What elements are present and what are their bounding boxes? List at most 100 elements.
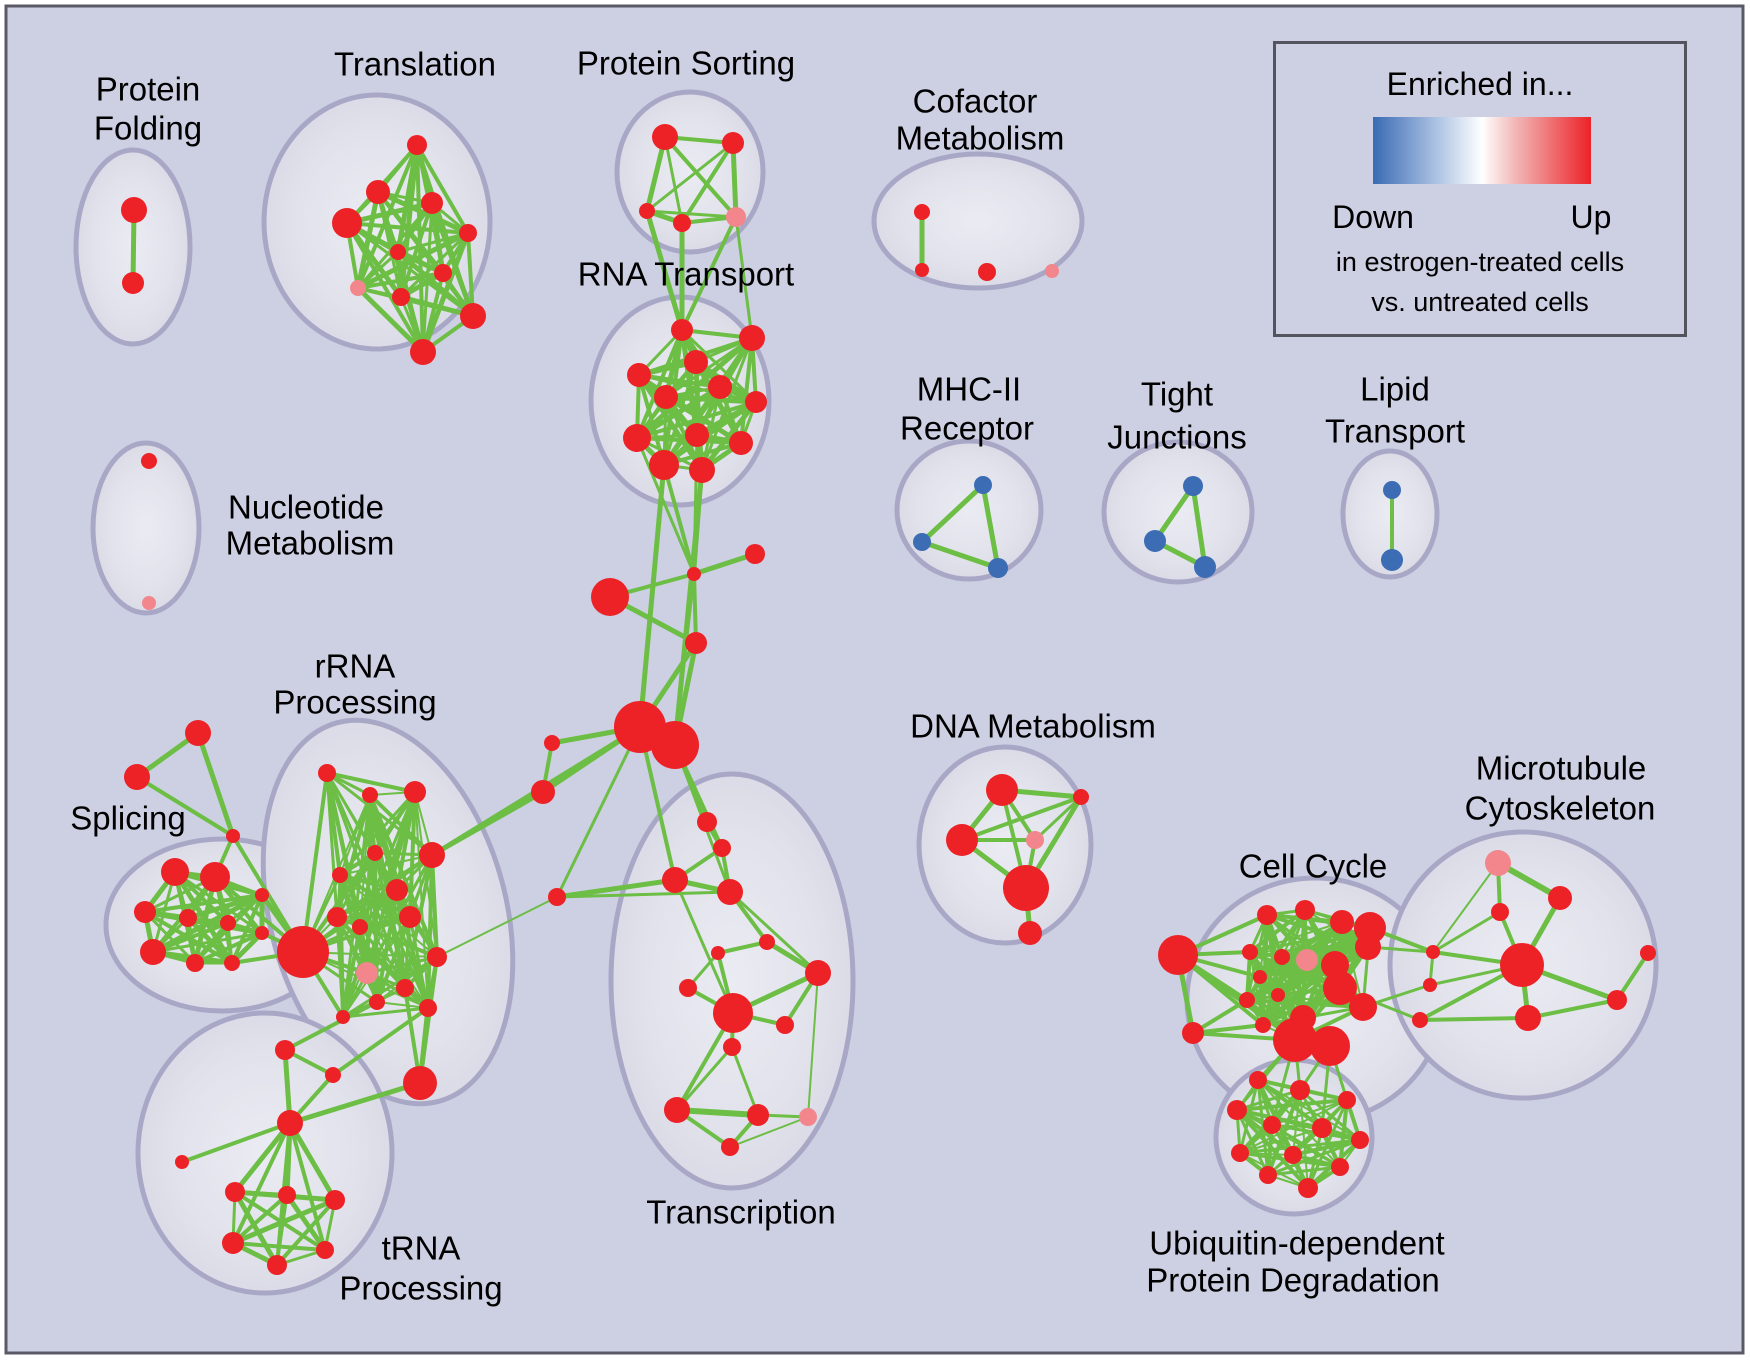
graph-edge [675, 1045, 734, 1112]
graph-node-r8 [623, 424, 651, 452]
graph-node-t10 [460, 303, 486, 329]
cluster-label: Receptor [900, 410, 1034, 447]
graph-node-t3 [421, 192, 443, 214]
graph-node-ps3 [639, 203, 655, 219]
graph-node-m3 [988, 558, 1008, 578]
graph-node-cc7 [1274, 949, 1290, 965]
graph-node-tx5 [548, 888, 566, 906]
graph-edge [1191, 1023, 1265, 1035]
legend-gradient-bar [1373, 117, 1591, 184]
graph-node-rr16 [419, 999, 437, 1017]
graph-edge [1248, 950, 1305, 1020]
graph-edge [356, 250, 400, 290]
cluster-label: Folding [94, 110, 202, 147]
graph-node-s1 [161, 858, 189, 886]
graph-edge [1266, 1138, 1362, 1177]
graph-edge [692, 572, 698, 645]
graph-edge [1033, 795, 1083, 842]
cluster-label: Processing [273, 684, 436, 721]
cluster-label: DNA Metabolism [910, 708, 1156, 745]
graph-node-cc10 [1355, 934, 1381, 960]
graph-edge [1526, 998, 1619, 1020]
graph-node-r12 [689, 457, 715, 483]
graph-node-tx10 [713, 993, 753, 1033]
graph-node-mt3 [1607, 990, 1627, 1010]
cluster-label: MHC-II [917, 371, 1021, 408]
graph-node-r2 [739, 325, 765, 351]
cluster-label: Ubiquitin-dependent [1149, 1225, 1444, 1262]
graph-edge [699, 399, 759, 473]
graph-edge [195, 730, 236, 839]
graph-edge [287, 1080, 423, 1126]
graph-node-s10 [255, 926, 269, 940]
graph-edge [728, 890, 820, 975]
graph-edge [1431, 910, 1502, 954]
graph-node-ub11 [1259, 1166, 1277, 1184]
graph-node-cc6 [1242, 944, 1258, 960]
graph-node-t8 [350, 280, 366, 296]
graph-node-tn4 [222, 1232, 244, 1254]
graph-node-tn5 [316, 1241, 334, 1259]
graph-edge [338, 790, 417, 877]
graph-edge [645, 209, 738, 219]
graph-node-s4 [179, 909, 197, 927]
graph-edge [1235, 1088, 1302, 1112]
cluster-label: Processing [339, 1270, 502, 1307]
graph-node-cc13 [1271, 988, 1285, 1002]
graph-node-ub2 [1290, 1080, 1310, 1100]
node-layer [121, 124, 1656, 1275]
graph-node-rr13 [396, 979, 414, 997]
graph-node-tj3 [1194, 556, 1216, 578]
graph-node-ub9 [1284, 1146, 1302, 1164]
graph-node-rr15 [336, 1010, 350, 1024]
graph-node-d5 [1003, 865, 1049, 911]
graph-node-l2 [1381, 549, 1403, 571]
graph-node-tx12 [723, 1038, 741, 1056]
graph-node-tn2 [278, 1186, 296, 1204]
legend-up-label: Up [1570, 199, 1612, 235]
graph-node-cn4 [685, 632, 707, 654]
graph-node-r4 [627, 363, 651, 387]
graph-node-cc3 [1295, 900, 1315, 920]
cluster-label: Cofactor [913, 83, 1038, 120]
graph-node-mcon1 [1426, 945, 1440, 959]
graph-edge [135, 775, 235, 838]
graph-node-d3 [946, 824, 978, 856]
graph-edge [341, 925, 362, 1019]
cluster-label: Cytoskeleton [1465, 790, 1656, 827]
graph-edge [635, 436, 696, 576]
graph-node-cc16 [1255, 1017, 1271, 1033]
graph-edge [960, 795, 1083, 842]
graph-node-r3 [684, 350, 708, 374]
graph-edge [716, 940, 769, 955]
graph-node-t5 [459, 224, 477, 242]
graph-node-rr5 [419, 842, 445, 868]
graph-edge [739, 336, 754, 445]
graph-node-tx14 [747, 1104, 769, 1126]
graph-node-ps2 [722, 132, 744, 154]
graph-node-t11 [410, 339, 436, 365]
graph-node-ps1 [652, 124, 678, 150]
graph-edge [734, 215, 754, 340]
graph-node-tx11 [776, 1016, 794, 1034]
graph-node-t4 [332, 208, 362, 238]
graph-node-ub12 [1298, 1178, 1318, 1198]
graph-node-r6 [654, 385, 678, 409]
graph-node-mcon2 [1423, 978, 1437, 992]
graph-edge [645, 141, 735, 213]
graph-edge [663, 394, 759, 405]
graph-edge [283, 1000, 379, 1052]
graph-node-mt1 [1548, 886, 1572, 910]
graph-edge [231, 1193, 289, 1245]
graph-node-ub7 [1351, 1131, 1369, 1149]
graph-node-mtb [1500, 943, 1544, 987]
graph-edge [341, 790, 417, 1019]
graph-node-thub [277, 1110, 303, 1136]
legend-caption-line2: vs. untreated cells [1371, 287, 1589, 317]
graph-edge [1235, 1098, 1349, 1112]
graph-node-cchub [1158, 935, 1198, 975]
graph-node-tx1 [697, 812, 717, 832]
graph-edge [1238, 1138, 1362, 1155]
graph-edge [691, 551, 758, 577]
